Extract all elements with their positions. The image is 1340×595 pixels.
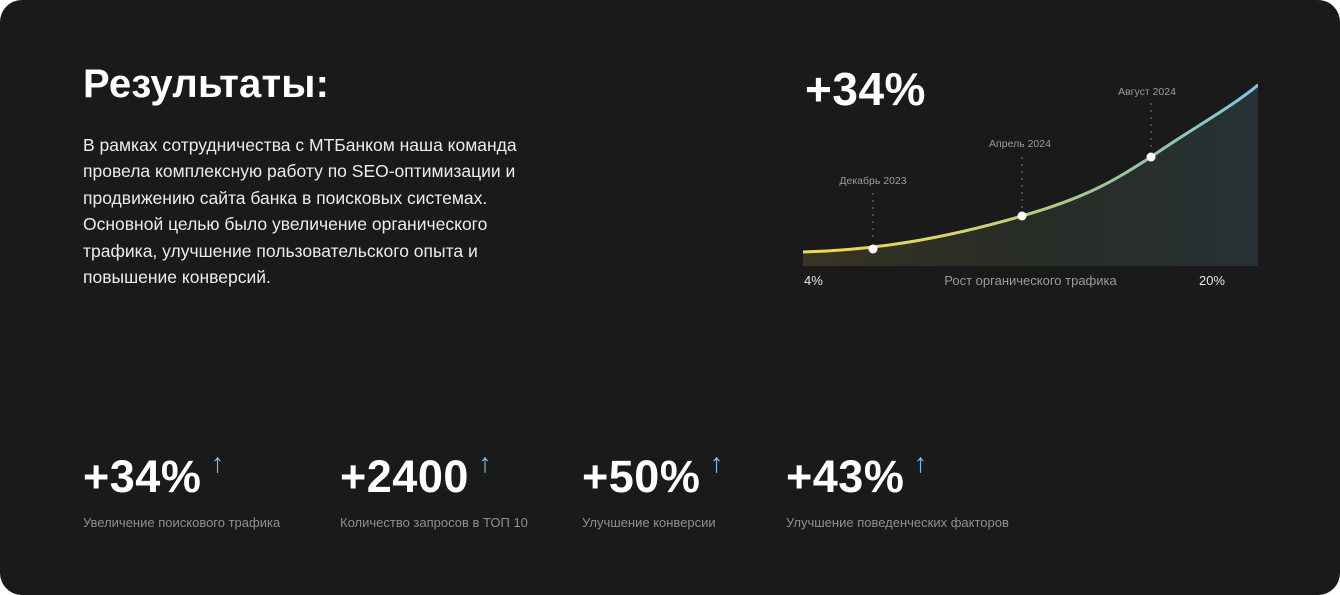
- stat-value: +2400: [340, 451, 469, 502]
- axis-max-label: 20%: [1198, 273, 1225, 288]
- up-arrow-icon: ↑: [210, 448, 225, 478]
- chart-headline-value: +34%: [805, 63, 926, 115]
- stat-card-top10-queries: +2400 ↑ Количество запросов в ТОП 10: [340, 448, 528, 531]
- stat-value: +34%: [83, 451, 202, 502]
- data-point-dec-2023: [868, 244, 878, 254]
- stat-label: Улучшение конверсии: [582, 515, 716, 530]
- date-label-dec-2023: Декабрь 2023: [839, 175, 906, 187]
- stat-label: Увеличение поискового трафика: [83, 515, 281, 530]
- area-fill: [803, 85, 1258, 266]
- stat-value-row: +50% ↑: [582, 448, 724, 503]
- up-arrow-icon: ↑: [913, 448, 928, 478]
- stat-card-conversion: +50% ↑ Улучшение конверсии: [582, 448, 724, 531]
- page-title: Результаты:: [83, 62, 330, 106]
- axis-min-label: 4%: [804, 273, 823, 288]
- stat-value-row: +2400 ↑: [340, 448, 528, 503]
- stat-card-search-traffic: +34% ↑ Увеличение поискового трафика: [83, 448, 281, 531]
- traffic-growth-curve-svg: Декабрь 2023 Апрель 2024 Август 2024: [803, 84, 1258, 266]
- date-label-apr-2024: Апрель 2024: [989, 138, 1051, 150]
- stat-label: Улучшение поведенческих факторов: [786, 515, 1009, 530]
- up-arrow-icon: ↑: [709, 448, 724, 478]
- growth-curve: [803, 84, 1258, 254]
- stat-value-row: +34% ↑: [83, 448, 280, 503]
- axis-title-label: Рост органического трафика: [944, 273, 1117, 288]
- up-arrow-icon: ↑: [478, 448, 492, 478]
- description-text: В рамках сотрудничества с МТБанком наша …: [83, 135, 517, 288]
- stat-value: +43%: [786, 451, 905, 502]
- stat-value-row: +43% ↑: [786, 448, 1009, 503]
- date-label-aug-2024: Август 2024: [1118, 86, 1176, 98]
- stat-card-behavioral-factors: +43% ↑ Улучшение поведенческих факторов: [786, 448, 1009, 531]
- traffic-growth-chart: +34%: [803, 60, 1259, 292]
- chart-x-axis: 4% Рост органического трафика 20%: [803, 273, 1258, 291]
- stat-label: Количество запросов в ТОП 10: [340, 515, 528, 530]
- stat-value: +50%: [582, 451, 701, 502]
- data-point-aug-2024: [1146, 152, 1156, 162]
- data-point-apr-2024: [1017, 211, 1027, 221]
